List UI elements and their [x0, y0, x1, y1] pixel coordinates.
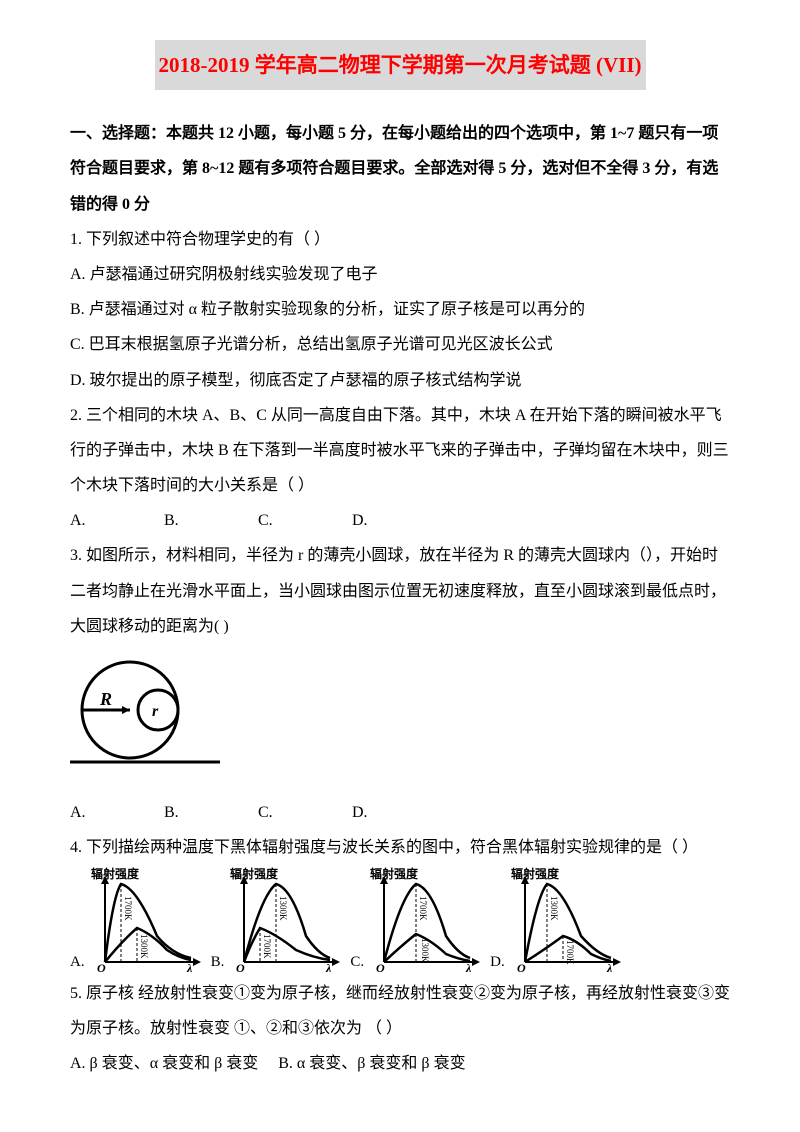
q4-cell-b: B. 辐射强度 O λ 1300K 1700K: [211, 866, 345, 976]
q5-options-line1: A. β 衰变、α 衰变和 β 衰变 B. α 衰变、β 衰变和 β 衰变: [70, 1046, 730, 1081]
q4-cell-d: D. 辐射强度 O λ 1300K 1700K: [490, 866, 625, 976]
q1-stem: 1. 下列叙述中符合物理学史的有（ ）: [70, 222, 730, 257]
q3-opt-c: C.: [258, 795, 348, 830]
q2-options: A. B. C. D.: [70, 503, 730, 538]
label-big-r: R: [99, 689, 112, 709]
svg-text:O: O: [517, 961, 526, 975]
q3-opt-a: A.: [70, 795, 160, 830]
svg-text:λ: λ: [465, 961, 472, 975]
q4-panel-b: 辐射强度 O λ 1300K 1700K: [226, 866, 344, 976]
q1-opt-b: B. 卢瑟福通过对 α 粒子散射实验现象的分析，证实了原子核是可以再分的: [70, 292, 730, 327]
exam-page: 2018-2019 学年高二物理下学期第一次月考试题 (VII) 一、选择题：本…: [0, 0, 800, 1132]
q4-cell-c: C. 辐射强度 O λ 1700K 1300K: [350, 866, 484, 976]
svg-text:辐射强度: 辐射强度: [511, 866, 560, 881]
svg-text:辐射强度: 辐射强度: [230, 866, 279, 881]
q5-opt-a: A. β 衰变、α 衰变和 β 衰变: [70, 1055, 258, 1072]
page-title: 2018-2019 学年高二物理下学期第一次月考试题 (VII): [155, 40, 646, 90]
q2-opt-d: D.: [352, 503, 442, 538]
svg-text:λ: λ: [325, 961, 332, 975]
svg-text:1300K: 1300K: [278, 896, 288, 921]
svg-text:O: O: [376, 961, 385, 975]
q2-opt-b: B.: [164, 503, 254, 538]
x-axis-label: λ: [186, 961, 193, 975]
svg-text:1700K: 1700K: [262, 934, 272, 959]
section-instructions: 一、选择题：本题共 12 小题，每小题 5 分，在每小题给出的四个选项中，第 1…: [70, 116, 730, 222]
svg-text:1700K: 1700K: [418, 896, 428, 921]
svg-text:辐射强度: 辐射强度: [370, 866, 419, 881]
q3-figure: R r: [70, 650, 220, 780]
y-axis-label: 辐射强度: [91, 866, 140, 881]
q4-figure-row: A. 辐射强度 O λ 1700K 1300K B. 辐射强度: [70, 866, 730, 976]
origin-label: O: [97, 961, 106, 975]
q1-opt-d: D. 玻尔提出的原子模型，彻底否定了卢瑟福的原子核式结构学说: [70, 363, 730, 398]
svg-text:λ: λ: [606, 961, 613, 975]
q1-opt-a: A. 卢瑟福通过研究阴极射线实验发现了电子: [70, 257, 730, 292]
q3-opt-d: D.: [352, 795, 442, 830]
q4-opt-a: A.: [70, 955, 85, 976]
svg-text:1300K: 1300K: [549, 896, 559, 921]
q4-panel-d: 辐射强度 O λ 1300K 1700K: [507, 866, 625, 976]
q4-opt-c: C.: [350, 955, 364, 976]
q5-opt-b: B. α 衰变、β 衰变和 β 衰变: [278, 1055, 465, 1072]
q2-stem: 2. 三个相同的木块 A、B、C 从同一高度自由下落。其中，木块 A 在开始下落…: [70, 398, 730, 504]
q3-stem: 3. 如图所示，材料相同，半径为 r 的薄壳小圆球，放在半径为 R 的薄壳大圆球…: [70, 538, 730, 644]
label-high: 1700K: [123, 896, 133, 921]
q4-cell-a: A. 辐射强度 O λ 1700K 1300K: [70, 866, 205, 976]
q3-options: A. B. C. D.: [70, 795, 730, 830]
title-wrap: 2018-2019 学年高二物理下学期第一次月考试题 (VII): [70, 40, 730, 102]
q1-opt-c: C. 巴耳末根据氢原子光谱分析，总结出氢原子光谱可见光区波长公式: [70, 327, 730, 362]
label-low: 1300K: [139, 934, 149, 959]
label-small-r: r: [152, 703, 159, 720]
q2-opt-c: C.: [258, 503, 348, 538]
svg-text:1300K: 1300K: [420, 938, 430, 963]
q4-opt-d: D.: [490, 955, 505, 976]
q3-opt-b: B.: [164, 795, 254, 830]
svg-text:O: O: [236, 961, 245, 975]
q4-stem: 4. 下列描绘两种温度下黑体辐射强度与波长关系的图中，符合黑体辐射实验规律的是（…: [70, 830, 730, 865]
q4-opt-b: B.: [211, 955, 225, 976]
q2-opt-a: A.: [70, 503, 160, 538]
q5-stem: 5. 原子核 经放射性衰变①变为原子核，继而经放射性衰变②变为原子核，再经放射性…: [70, 976, 730, 1046]
q4-panel-a: 辐射强度 O λ 1700K 1300K: [87, 866, 205, 976]
q4-panel-c: 辐射强度 O λ 1700K 1300K: [366, 866, 484, 976]
curve-low: [244, 928, 330, 962]
svg-text:1700K: 1700K: [565, 940, 575, 965]
